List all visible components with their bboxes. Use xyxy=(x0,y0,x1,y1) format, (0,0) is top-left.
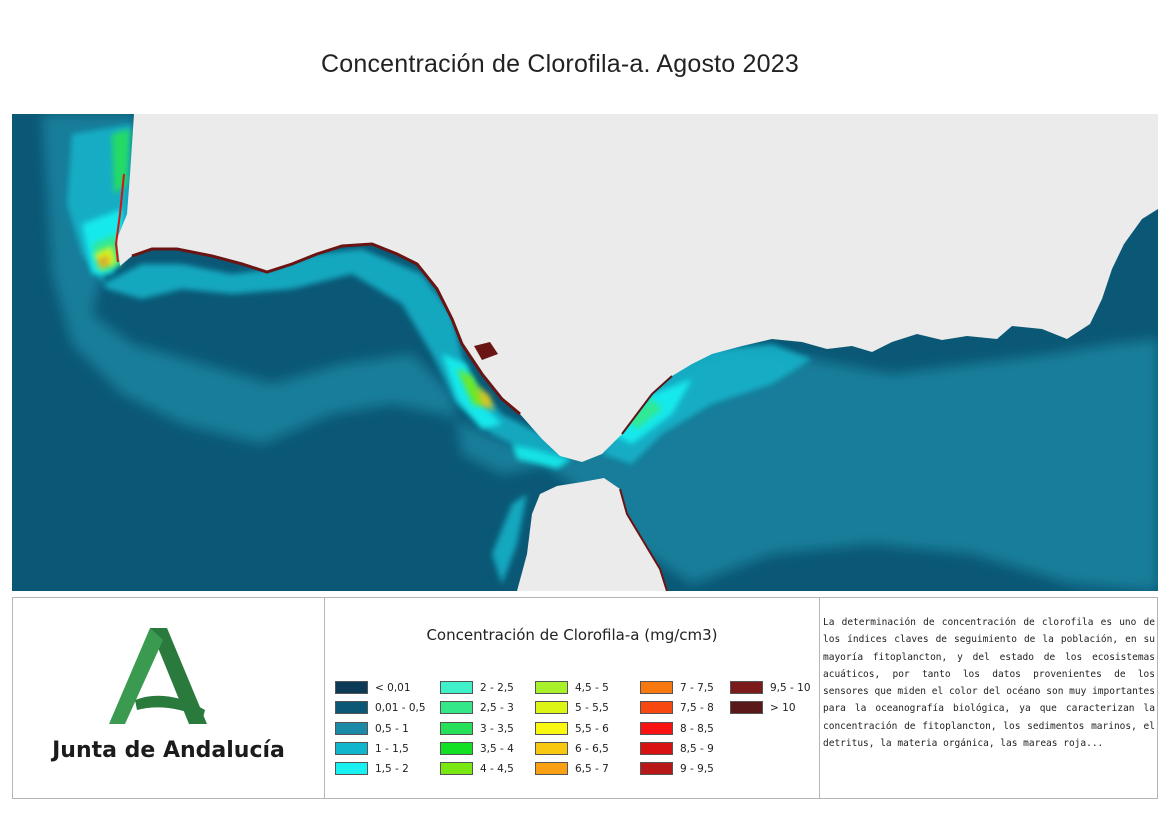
panel-divider-right xyxy=(819,598,820,798)
delta-patch xyxy=(474,342,498,360)
legend-label: 3 - 3,5 xyxy=(480,722,514,735)
legend-swatch xyxy=(440,762,473,776)
legend-item: 6 - 6,5 xyxy=(535,741,645,757)
legend-swatch xyxy=(440,721,473,735)
legend-item: 1,5 - 2 xyxy=(335,762,445,777)
legend-label: 0,01 - 0,5 xyxy=(375,702,426,715)
legend-label: 7,5 - 8 xyxy=(680,702,714,715)
legend-label: > 10 xyxy=(770,702,796,715)
legend-swatch xyxy=(440,741,473,755)
legend-item: 6,5 - 7 xyxy=(535,762,645,777)
legend-item: 0,5 - 1 xyxy=(335,721,445,737)
legend-label: 8 - 8,5 xyxy=(680,722,714,735)
land-south xyxy=(517,478,667,591)
legend-swatch xyxy=(335,681,368,694)
legend-label: 4 - 4,5 xyxy=(480,763,514,776)
legend-swatch xyxy=(535,721,568,735)
info-panel: Junta de Andalucía Concentración de Clor… xyxy=(12,597,1158,799)
coast-east-rim xyxy=(621,375,673,435)
plume-yellow xyxy=(94,246,494,410)
coast-high-concentration xyxy=(131,242,521,416)
legend-item: 5,5 - 6 xyxy=(535,721,645,737)
legend-label: 1 - 1,5 xyxy=(375,742,409,755)
legend-label: 5,5 - 6 xyxy=(575,722,609,735)
legend-item: 9 - 9,5 xyxy=(640,762,750,777)
legend-label: 6 - 6,5 xyxy=(575,742,609,755)
legend-item: 2,5 - 3 xyxy=(440,701,550,716)
legend-item: 9,5 - 10 xyxy=(730,681,840,696)
legend-swatch xyxy=(335,741,368,755)
coast-red-rim xyxy=(114,173,125,263)
panel-divider-left xyxy=(324,598,325,798)
legend-label: 4,5 - 5 xyxy=(575,682,609,694)
legend-swatch xyxy=(535,741,568,755)
legend-label: 5 - 5,5 xyxy=(575,702,609,715)
legend-label: < 0,01 xyxy=(375,682,411,694)
legend-swatch xyxy=(335,721,368,735)
legend-label: 1,5 - 2 xyxy=(375,763,409,776)
legend-swatch xyxy=(335,701,368,715)
page-title: Concentración de Clorofila-a. Agosto 202… xyxy=(321,50,799,78)
legend-swatch xyxy=(640,741,673,755)
legend-item: 4 - 4,5 xyxy=(440,762,550,777)
legend-item: 2 - 2,5 xyxy=(440,681,550,696)
legend-label: 8,5 - 9 xyxy=(680,742,714,755)
legend-swatch xyxy=(535,681,568,694)
legend-swatch xyxy=(440,681,473,694)
legend-item: 4,5 - 5 xyxy=(535,681,645,696)
legend-label: 0,5 - 1 xyxy=(375,722,409,735)
legend-label: 2 - 2,5 xyxy=(480,682,514,694)
chlorophyll-map xyxy=(12,114,1158,591)
legend-title: Concentración de Clorofila-a (mg/cm3) xyxy=(426,626,718,644)
legend-swatch xyxy=(335,762,368,776)
legend-swatch xyxy=(535,701,568,715)
legend-label: 3,5 - 4 xyxy=(480,742,514,755)
legend-swatch xyxy=(640,721,673,735)
plume-medium xyxy=(42,114,1158,591)
legend-swatch xyxy=(730,681,763,694)
coast-south-rim xyxy=(619,488,668,591)
legend-label: 2,5 - 3 xyxy=(480,702,514,715)
legend-label: 6,5 - 7 xyxy=(575,763,609,776)
legend-swatch xyxy=(640,762,673,776)
legend-item: 5 - 5,5 xyxy=(535,701,645,716)
legend-item: 1 - 1,5 xyxy=(335,741,445,757)
legend-label: 7 - 7,5 xyxy=(680,682,714,694)
legend-swatch xyxy=(640,681,673,694)
legend-swatch xyxy=(535,762,568,776)
logo-text: Junta de Andalucía xyxy=(52,738,285,763)
legend-item: 7 - 7,5 xyxy=(640,681,750,696)
legend-item: 8,5 - 9 xyxy=(640,741,750,757)
legend-item: 3,5 - 4 xyxy=(440,741,550,757)
description-text: La determinación de concentración de clo… xyxy=(823,617,1155,750)
legend-label: 9 - 9,5 xyxy=(680,763,714,776)
legend-item: > 10 xyxy=(730,701,840,716)
legend-item: 0,01 - 0,5 xyxy=(335,701,445,716)
legend-item: 8 - 8,5 xyxy=(640,721,750,737)
legend-swatch xyxy=(440,701,473,715)
legend-item: < 0,01 xyxy=(335,681,445,696)
legend-item: 3 - 3,5 xyxy=(440,721,550,737)
junta-logo-icon xyxy=(109,628,207,724)
legend-label: 9,5 - 10 xyxy=(770,682,811,694)
legend-swatch xyxy=(640,701,673,715)
land-north xyxy=(117,114,1158,462)
legend-swatch xyxy=(730,701,763,715)
legend-item: 7,5 - 8 xyxy=(640,701,750,716)
map-canvas xyxy=(12,114,1158,591)
